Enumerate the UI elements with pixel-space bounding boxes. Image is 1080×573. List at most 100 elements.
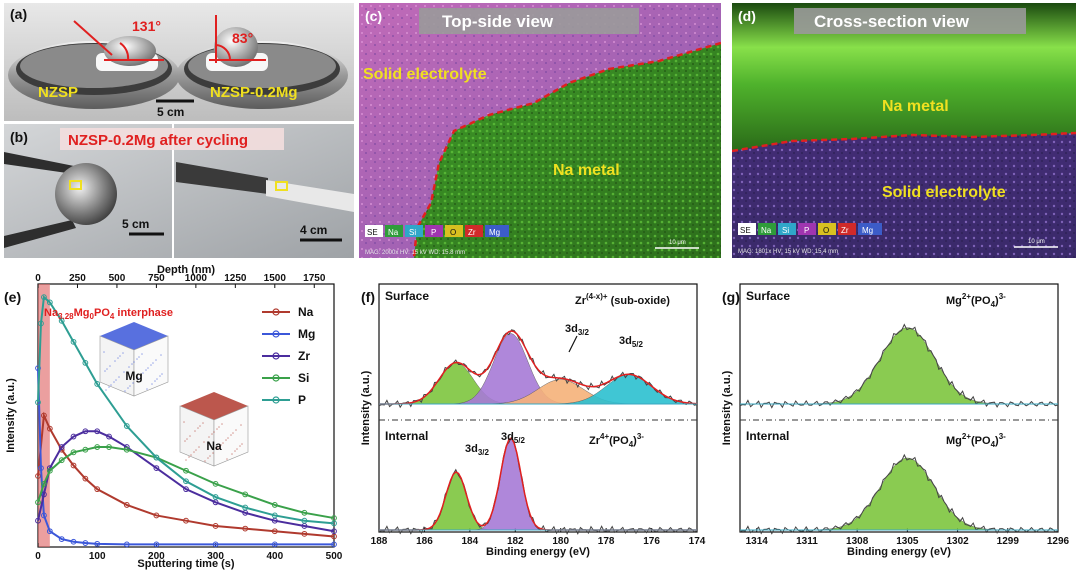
inset-na-cube: Na: [179, 392, 249, 467]
series-line-mg: [37, 368, 334, 546]
x-axis-title: Binding energy (eV): [486, 546, 590, 558]
panel-letter-a: (a): [10, 6, 27, 22]
internal-label: Internal: [385, 429, 428, 443]
inset-cube-dot: [185, 459, 187, 461]
top-tick-label-e: 1000: [185, 273, 208, 284]
inset-cube-dot: [124, 390, 126, 392]
legend-label-si: Si: [298, 371, 309, 385]
element-legend-c: SE Na Si P O Zr Mg: [365, 225, 509, 237]
inset-cube-dot: [131, 363, 133, 365]
sem-meta-d: MAG: 1801x HV: 15 kV WD: 15.4 mm: [738, 249, 838, 255]
data-point-p: [94, 381, 101, 387]
tweezer-left-top: [4, 152, 74, 174]
panel-d-eds-map: Cross-section view Na metal Solid electr…: [732, 3, 1076, 258]
inset-label: Na: [206, 439, 222, 453]
data-point-p: [153, 454, 160, 461]
inset-cube-dot: [108, 386, 110, 388]
inset-cube-dot: [128, 366, 130, 368]
data-point-na: [123, 502, 130, 508]
panel-letter-d: (d): [738, 8, 756, 24]
inset-cube-dot: [225, 439, 227, 441]
internal-raw-spectrum: [378, 436, 698, 535]
data-point-mg: [70, 538, 77, 545]
scale-label-b-left: 5 cm: [122, 217, 149, 231]
inset-cube-dot: [127, 387, 129, 389]
inset-cube-dot: [145, 369, 147, 371]
inset-cube-dot: [202, 422, 204, 424]
data-point-zr: [153, 465, 160, 472]
svg-text:Mg: Mg: [862, 226, 873, 235]
inset-cube-dot: [155, 359, 157, 361]
top-tick-label-e: 1250: [224, 273, 247, 284]
data-point-na: [70, 462, 77, 469]
x-tick-label: 1305: [896, 536, 919, 547]
svg-text:Mg: Mg: [489, 228, 500, 237]
inset-cube-dot: [234, 450, 236, 452]
inset-cube-dot: [232, 432, 234, 434]
inset-cube-dot: [115, 379, 117, 381]
y-axis-title: Intensity (a.u.): [360, 370, 372, 445]
x-tick-label: 188: [371, 536, 388, 547]
angle-right-label: 83°: [232, 30, 253, 46]
y-axis-title: Intensity (a.u.): [721, 370, 733, 445]
inset-cube-dot: [195, 449, 197, 451]
title-bar-c: [419, 8, 639, 34]
data-point-si: [70, 449, 77, 456]
y-axis-title-e: Intensity (a.u.): [5, 378, 17, 453]
contact-angle-marks: [73, 15, 266, 63]
svg-text:P: P: [804, 226, 809, 235]
panel-b-photo: NZSP-0.2Mg after cycling 5 cm 4 cm (b): [4, 124, 354, 258]
data-point-mg: [82, 540, 89, 546]
tweezer-right: [176, 162, 268, 194]
data-point-mg: [35, 365, 41, 372]
data-point-si: [301, 509, 308, 516]
inset-cube-right: [133, 335, 169, 397]
svg-text:SE: SE: [740, 226, 751, 235]
plot-frame: [378, 283, 698, 533]
inset-cube-dot: [136, 358, 138, 360]
panel-letter: (f): [361, 289, 375, 305]
inset-cube-dot: [156, 378, 158, 380]
svg-text:Zr: Zr: [841, 226, 849, 235]
internal-peak-green: [379, 471, 697, 531]
inset-cube-dot: [122, 352, 124, 354]
angle-left-label: 131°: [132, 18, 161, 34]
internal-fit-envelope: [379, 437, 697, 531]
data-point-zr: [58, 444, 65, 450]
data-point-p: [46, 299, 53, 306]
plot-frame: [739, 283, 1059, 533]
panel-c-eds-map: Top-side view Solid electrolyte Na metal…: [359, 3, 721, 258]
inset-cube-dot: [217, 447, 219, 449]
x-tick-label-e: 500: [326, 551, 343, 562]
inset-cube-dot: [199, 425, 201, 427]
chart-e-tof-sims-depth-profile: 0 100 200 300 400 500 0 250 500 750 1000 1250 1500 17…: [4, 264, 343, 570]
data-point-mg: [212, 541, 219, 548]
x-tick-label: 184: [462, 536, 479, 547]
data-point-zr: [106, 433, 112, 440]
data-point-na: [212, 523, 219, 529]
data-point-p: [41, 294, 47, 301]
inset-cube-dot: [117, 357, 119, 359]
x-tick-label: 1302: [946, 536, 969, 547]
svg-text:Si: Si: [409, 228, 416, 237]
inset-cube-dot: [150, 364, 152, 366]
svg-text:Si: Si: [782, 226, 789, 235]
data-point-zr: [35, 517, 41, 524]
inset-cube-dot: [138, 356, 140, 358]
internal-label: Internal: [746, 429, 789, 443]
panel-b-drawing: NZSP-0.2Mg after cycling 5 cm 4 cm (b): [4, 124, 354, 258]
inset-cube-dot: [208, 436, 210, 438]
scale-label-a: 5 cm: [157, 105, 184, 119]
inset-cube-dot: [213, 431, 215, 433]
surface-species-label: Mg2+(PO4)3-: [946, 292, 1006, 309]
inset-cube-dot: [113, 381, 115, 383]
chart-g-mg1s-xps: 1314 1311 1308 1305 1302 1299 1296 Binding ener…: [721, 283, 1070, 558]
panel-letter: (g): [722, 289, 740, 305]
inset-cube-dot: [109, 365, 111, 367]
top-tick-label-e: 250: [69, 273, 86, 284]
element-legend-d: SE Na Si P O Zr Mg: [738, 223, 882, 235]
inset-cube-dot: [105, 389, 107, 391]
inset-cube-right: [213, 405, 249, 467]
data-point-si: [94, 444, 101, 450]
panel-d-drawing: Cross-section view Na metal Solid electr…: [732, 3, 1076, 258]
